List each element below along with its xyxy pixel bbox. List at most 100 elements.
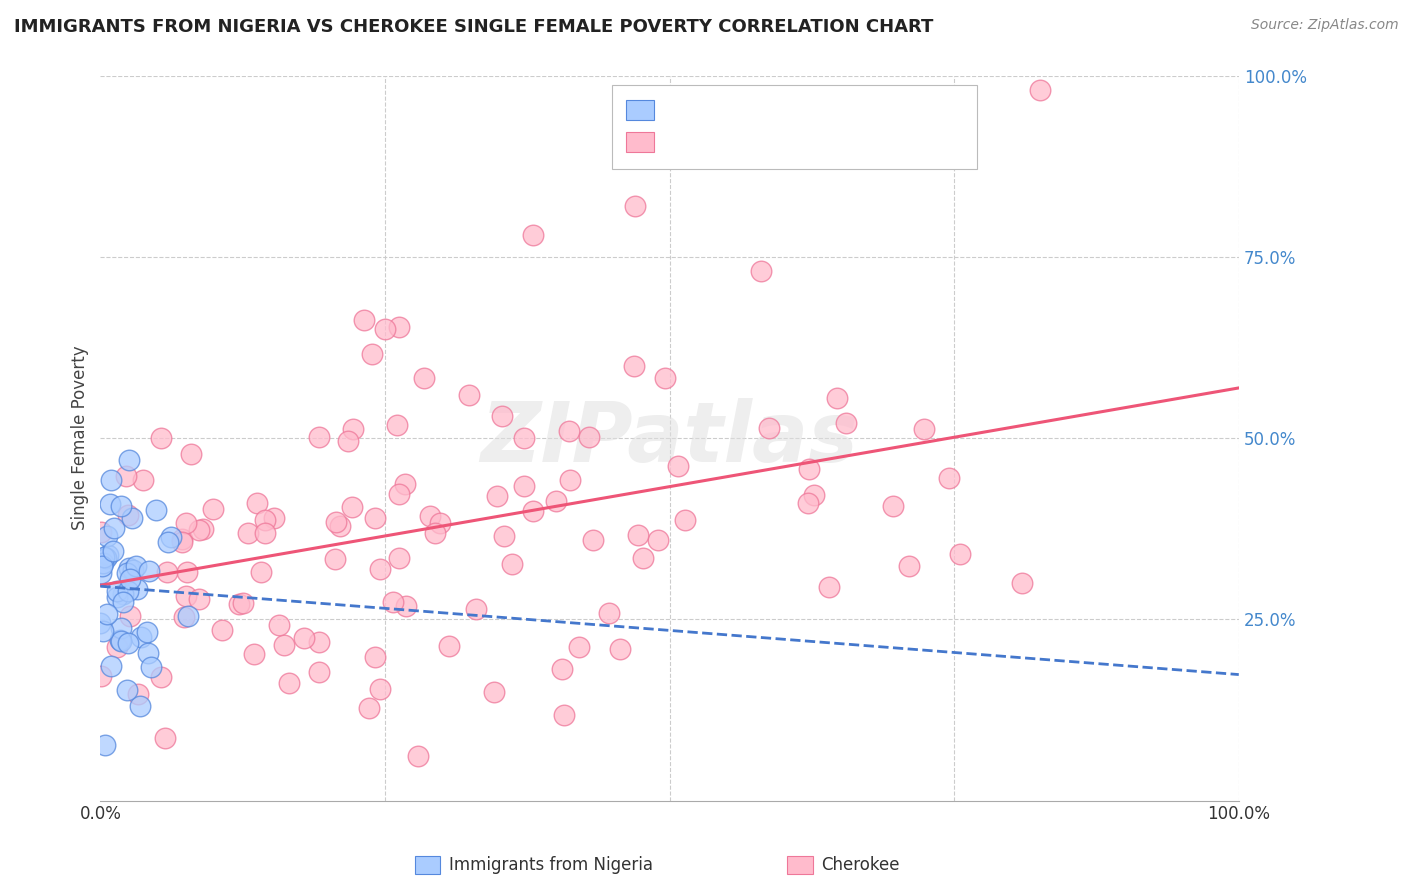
Point <box>156 565 179 579</box>
Point <box>627 528 650 542</box>
Point <box>395 599 418 614</box>
Point <box>394 477 416 491</box>
Point <box>110 621 132 635</box>
Point <box>364 650 387 665</box>
Point <box>127 687 149 701</box>
Point <box>250 565 273 579</box>
Point <box>115 683 138 698</box>
Point <box>101 544 124 558</box>
Point <box>136 646 159 660</box>
Point <box>253 513 276 527</box>
Point <box>121 511 143 525</box>
Point <box>558 424 581 438</box>
Point <box>211 623 233 637</box>
Point <box>118 609 141 624</box>
Point <box>624 199 647 213</box>
Point <box>898 559 921 574</box>
Point <box>513 479 536 493</box>
Point <box>89 616 111 631</box>
Point <box>174 516 197 530</box>
Point <box>98 498 121 512</box>
Point <box>91 556 114 570</box>
Point <box>491 409 513 424</box>
Point <box>647 533 669 548</box>
Point <box>155 731 177 746</box>
Point <box>364 511 387 525</box>
Point <box>180 448 202 462</box>
Text: Cherokee: Cherokee <box>821 856 900 874</box>
Point <box>125 558 148 573</box>
Point <box>90 669 112 683</box>
Point <box>94 551 117 566</box>
Point <box>582 533 605 548</box>
Text: IMMIGRANTS FROM NIGERIA VS CHEROKEE SINGLE FEMALE POVERTY CORRELATION CHART: IMMIGRANTS FROM NIGERIA VS CHEROKEE SING… <box>14 18 934 36</box>
Point <box>353 313 375 327</box>
Point <box>387 417 409 432</box>
Point <box>458 388 481 402</box>
Point <box>188 592 211 607</box>
Point <box>388 550 411 565</box>
Point <box>110 499 132 513</box>
Point <box>413 370 436 384</box>
Point <box>437 639 460 653</box>
Point <box>388 487 411 501</box>
Point <box>374 322 396 336</box>
Point <box>97 549 120 563</box>
Point <box>749 264 772 278</box>
Point <box>666 458 689 473</box>
Point <box>1011 576 1033 591</box>
Point <box>512 430 534 444</box>
Point <box>342 422 364 436</box>
Point <box>758 421 780 435</box>
Point <box>115 468 138 483</box>
Point <box>623 359 645 374</box>
Point <box>368 562 391 576</box>
Point <box>797 496 820 510</box>
Point <box>949 547 972 561</box>
Point <box>465 602 488 616</box>
Point <box>117 636 139 650</box>
Point <box>105 640 128 654</box>
Point <box>938 471 960 485</box>
Point <box>108 633 131 648</box>
Point <box>803 488 825 502</box>
Point <box>228 597 250 611</box>
Point <box>263 511 285 525</box>
Point <box>90 525 112 540</box>
Point <box>673 513 696 527</box>
Point <box>118 560 141 574</box>
Point <box>110 634 132 648</box>
Point <box>105 584 128 599</box>
Point <box>361 346 384 360</box>
Point <box>835 416 858 430</box>
Point <box>578 429 600 443</box>
Point <box>176 589 198 603</box>
Point <box>568 640 591 654</box>
Point <box>172 534 194 549</box>
Point <box>157 535 180 549</box>
Point <box>553 707 575 722</box>
Point <box>117 566 139 581</box>
Point <box>522 227 544 242</box>
Point <box>269 618 291 632</box>
Point <box>125 582 148 596</box>
Point <box>117 508 139 522</box>
Point <box>882 499 904 513</box>
Point <box>419 509 441 524</box>
Point <box>797 461 820 475</box>
Point <box>176 609 198 624</box>
Point <box>242 647 264 661</box>
Point <box>246 496 269 510</box>
Point <box>546 494 568 508</box>
Point <box>139 659 162 673</box>
Point <box>654 371 676 385</box>
Point <box>170 532 193 546</box>
Point <box>90 566 112 581</box>
Point <box>120 573 142 587</box>
Point <box>501 557 523 571</box>
Point <box>308 634 330 648</box>
Point <box>118 452 141 467</box>
Point <box>128 698 150 713</box>
Point <box>160 529 183 543</box>
Point <box>238 526 260 541</box>
